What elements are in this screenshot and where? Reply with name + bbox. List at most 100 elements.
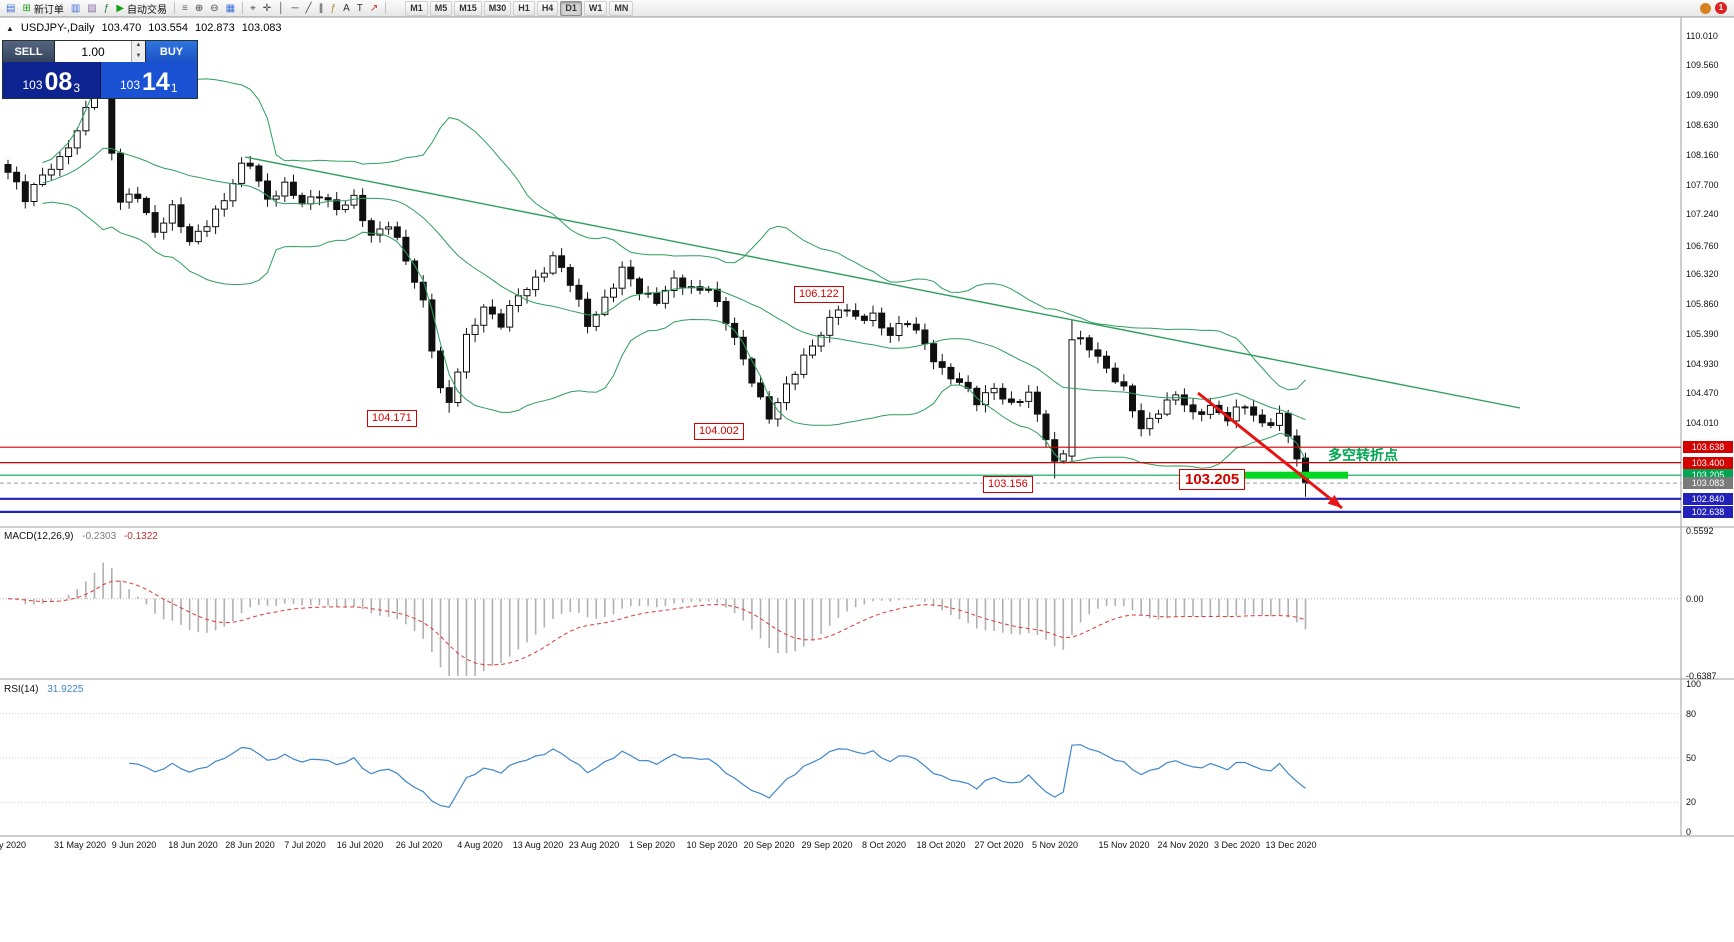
autotrade-icon: ▶ bbox=[116, 2, 125, 14]
buy-button[interactable]: BUY bbox=[145, 41, 197, 62]
ask-price[interactable]: 103 14 1 bbox=[100, 62, 197, 98]
timeframe-h1-button[interactable]: H1 bbox=[513, 0, 535, 16]
timeframe-m1-button[interactable]: M1 bbox=[405, 0, 428, 16]
support-zone-highlight[interactable] bbox=[1218, 471, 1348, 479]
notifications-badge[interactable]: 1 bbox=[1715, 2, 1727, 14]
one-click-trade-panel: SELL ▲ ▼ BUY 103 08 3 103 14 1 bbox=[2, 40, 198, 99]
bid-pip-digit: 3 bbox=[73, 81, 81, 95]
sell-button[interactable]: SELL bbox=[3, 41, 55, 62]
bollinger-middle-band bbox=[42, 147, 1306, 421]
collapse-panel-icon[interactable]: ▲ bbox=[6, 23, 14, 33]
price-label-106122[interactable]: 106.122 bbox=[794, 286, 844, 303]
volume-down-icon[interactable]: ▼ bbox=[132, 51, 145, 62]
bid-prefix: 103 bbox=[22, 78, 43, 92]
macd-signal-value: -0.1322 bbox=[123, 531, 158, 542]
volume-up-icon[interactable]: ▲ bbox=[132, 41, 145, 52]
macd-histogram bbox=[15, 562, 1307, 676]
cursor-button[interactable]: ⌖ bbox=[247, 1, 259, 16]
macd-signal-line bbox=[7, 580, 1306, 666]
new-order-button[interactable]: ⊞ 新订单 bbox=[19, 1, 66, 16]
channel-button[interactable]: ∥ bbox=[316, 1, 327, 16]
zoom-out-icon: ⊖ bbox=[210, 2, 219, 14]
vertical-line-icon: │ bbox=[278, 2, 285, 14]
crosshair-icon: ✛ bbox=[262, 2, 272, 14]
timeframe-m30-button[interactable]: M30 bbox=[483, 0, 512, 16]
timeframe-m15-button[interactable]: M15 bbox=[454, 0, 482, 16]
charts-group-button[interactable]: ▥ bbox=[68, 1, 83, 16]
chart-window-icon-icon: ▤ bbox=[6, 2, 16, 14]
toolbar-separator bbox=[242, 2, 244, 14]
bollinger-lower-band bbox=[42, 201, 1306, 469]
toolbar-right-group: 1 bbox=[1700, 2, 1731, 14]
horizontal-line-icon: ─ bbox=[291, 2, 299, 14]
toolbar-tools-group: ▤ ⊞ 新订单 ▥ ▧ ƒ ▶ 自动交易 ≡ ⊕ ⊖ ▦ ⌖ ✛ │ ─ ╱ ∥ ƒ A T ↗ bbox=[3, 1, 389, 16]
rsi-name: RSI(14) bbox=[4, 684, 39, 695]
text-tool-icon: T bbox=[356, 2, 363, 14]
zoom-out-button[interactable]: ⊖ bbox=[207, 1, 221, 16]
toolbar-timeframes-group: M1 M5 M15 M30 H1 H4 D1 W1 MN bbox=[404, 0, 634, 16]
price-label-104002[interactable]: 104.002 bbox=[694, 423, 744, 440]
profiles-button[interactable]: ▧ bbox=[84, 1, 99, 16]
rsi-value: 31.9225 bbox=[47, 684, 84, 695]
horizontal-line-button[interactable]: ─ bbox=[288, 1, 301, 16]
price-label-103156[interactable]: 103.156 bbox=[983, 476, 1033, 493]
cursor-icon: ⌖ bbox=[250, 2, 256, 14]
charts-group-icon: ▥ bbox=[70, 2, 81, 14]
volume-input[interactable] bbox=[55, 41, 131, 62]
chart-info-line: ▲ USDJPY-,Daily 103.470 103.554 102.873 … bbox=[6, 22, 282, 34]
bearish-arrow[interactable] bbox=[1197, 391, 1343, 510]
price-label-104171[interactable]: 104.171 bbox=[367, 410, 417, 427]
indicators-icon: ƒ bbox=[103, 2, 110, 14]
macd-label: MACD(12,26,9) -0.2303 -0.1322 bbox=[4, 531, 158, 542]
arrow-tool-button[interactable]: ↗ bbox=[367, 1, 381, 16]
text-label-button[interactable]: A bbox=[340, 1, 353, 16]
text-label-icon: A bbox=[343, 2, 350, 14]
profiles-icon: ▧ bbox=[87, 2, 97, 14]
volume-field: ▲ ▼ bbox=[55, 41, 145, 62]
timeframe-h4-button[interactable]: H4 bbox=[536, 0, 559, 16]
crosshair-button[interactable]: ✛ bbox=[260, 1, 274, 16]
channel-icon: ∥ bbox=[318, 2, 324, 14]
bid-price[interactable]: 103 08 3 bbox=[3, 62, 101, 98]
price-label-103205[interactable]: 103.205 bbox=[1179, 469, 1246, 490]
new-order-button-label: 新订单 bbox=[33, 4, 64, 16]
new-order-icon: ⊞ bbox=[22, 2, 31, 14]
ohlc-low: 102.873 bbox=[195, 22, 235, 34]
timeframe-w1-button[interactable]: W1 bbox=[583, 0, 608, 16]
bollinger-upper-band bbox=[42, 66, 1306, 391]
macd-value: -0.2303 bbox=[82, 531, 117, 542]
volume-stepper: ▲ ▼ bbox=[131, 41, 145, 62]
ask-prefix: 103 bbox=[119, 78, 141, 92]
symbol-period-label: USDJPY-,Daily bbox=[20, 22, 95, 34]
trendline-button[interactable]: ╱ bbox=[302, 1, 314, 16]
toolbar-separator bbox=[174, 2, 176, 14]
bid-big-digits: 08 bbox=[44, 68, 73, 96]
autotrade-button-label: 自动交易 bbox=[127, 4, 168, 16]
chart-list-icon: ≡ bbox=[182, 2, 188, 14]
candles-layer bbox=[4, 45, 1309, 497]
text-tool-button[interactable]: T bbox=[354, 1, 366, 16]
vertical-line-button[interactable]: │ bbox=[275, 1, 287, 16]
turning-point-label[interactable]: 多空转折点 bbox=[1328, 447, 1398, 463]
arrow-tool-icon: ↗ bbox=[369, 2, 379, 14]
descending-trendline[interactable] bbox=[244, 156, 1521, 409]
community-icon[interactable] bbox=[1700, 2, 1711, 14]
chart-list-button[interactable]: ≡ bbox=[179, 1, 191, 16]
indicators-button[interactable]: ƒ bbox=[101, 1, 113, 16]
timeframe-m5-button[interactable]: M5 bbox=[429, 0, 453, 16]
fibonacci-button[interactable]: ƒ bbox=[328, 1, 340, 16]
chart-window-icon-button[interactable]: ▤ bbox=[3, 1, 18, 16]
timeframe-mn-button[interactable]: MN bbox=[609, 0, 634, 16]
tile-windows-icon: ▦ bbox=[225, 2, 236, 14]
macd-name: MACD(12,26,9) bbox=[4, 531, 74, 542]
toolbar-separator bbox=[385, 2, 387, 14]
rsi-line bbox=[129, 744, 1306, 808]
tile-windows-button[interactable]: ▦ bbox=[223, 1, 238, 16]
zoom-in-button[interactable]: ⊕ bbox=[192, 1, 206, 16]
zoom-in-icon: ⊕ bbox=[194, 2, 204, 14]
ohlc-open: 103.470 bbox=[101, 22, 142, 34]
timeframe-d1-button[interactable]: D1 bbox=[560, 0, 582, 16]
autotrade-button[interactable]: ▶ 自动交易 bbox=[113, 1, 170, 16]
